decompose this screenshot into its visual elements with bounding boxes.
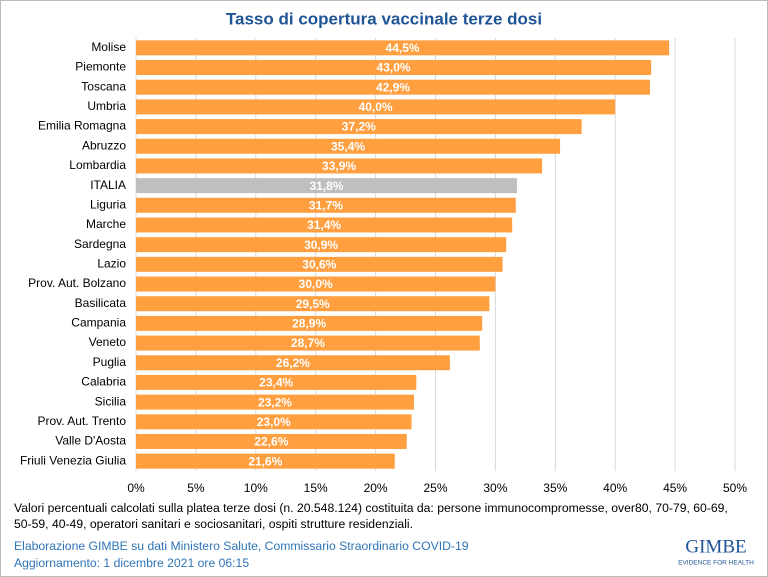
bar [136,178,517,194]
plot: 0% 5% 10% 15% 20% 25% 30% 35% 40% 45% 50% Molise 44,… [20,38,747,495]
x-tick-label: 10% [244,481,268,495]
x-tick-label: 15% [304,481,328,495]
bar [136,453,395,469]
value-label: 30,6% [302,258,336,272]
y-tick-label: Molise [91,40,126,54]
bar [136,119,582,135]
y-tick-label: Toscana [81,79,126,93]
y-tick-label: Piemonte [75,60,126,74]
value-label: 21,6% [248,454,282,468]
value-label: 28,9% [292,317,326,331]
value-label: 35,4% [331,139,365,153]
value-label: 31,7% [309,198,343,212]
y-tick-label: Calabria [81,375,126,389]
bar [136,256,503,272]
chart-title: Tasso di copertura vaccinale terze dosi [226,9,542,28]
bar [136,355,450,371]
value-label: 44,5% [386,41,420,55]
bar [136,237,507,253]
value-label: 26,2% [276,356,310,370]
y-tick-label: Puglia [93,355,127,369]
x-tick-label: 5% [187,481,205,495]
bar [136,296,490,312]
y-tick-label: Prov. Aut. Bolzano [28,276,126,290]
y-tick-label: Umbria [87,99,126,113]
source: Elaborazione GIMBE su dati Ministero Sal… [14,539,469,553]
y-tick-label: ITALIA [90,178,126,192]
updated: Aggiornamento: 1 dicembre 2021 ore 06:15 [14,556,250,570]
y-tick-label: Liguria [90,197,126,211]
x-tick-label: 20% [364,481,388,495]
value-label: 23,0% [257,415,291,429]
value-label: 43,0% [377,61,411,75]
bar [136,158,543,174]
x-tick-label: 0% [127,481,145,495]
value-label: 33,9% [322,159,356,173]
x-tick-label: 45% [663,481,687,495]
value-label: 22,6% [254,435,288,449]
y-tick-label: Veneto [89,335,127,349]
description: Valori percentuali calcolati sulla plate… [14,501,728,531]
value-label: 37,2% [342,120,376,134]
bar [136,40,670,56]
x-tick-label: 30% [483,481,507,495]
bar [136,394,414,410]
bar [136,315,483,331]
x-tick-label: 50% [723,481,747,495]
bar [136,374,417,390]
value-label: 42,9% [376,80,410,94]
y-tick-label: Abruzzo [82,138,126,152]
logo-tagline: EVIDENCE FOR HEALTH [678,560,754,567]
value-label: 28,7% [291,336,325,350]
value-label: 31,8% [309,179,343,193]
x-tick-label: 35% [543,481,567,495]
value-label: 23,2% [258,395,292,409]
bar [136,79,650,95]
y-tick-label: Lazio [97,257,126,271]
bar [136,217,513,233]
value-label: 30,9% [304,238,338,252]
value-label: 29,5% [296,297,330,311]
bar [136,99,616,115]
value-label: 30,0% [299,277,333,291]
logo-name: GIMBE [685,536,746,557]
bar [136,335,480,351]
y-tick-label: Marche [86,217,126,231]
x-tick-label: 40% [603,481,627,495]
y-tick-label: Prov. Aut. Trento [38,414,127,428]
y-tick-label: Lombardia [69,158,126,172]
bar [136,414,412,430]
bar [136,433,407,449]
y-tick-label: Sicilia [95,394,127,408]
value-label: 23,4% [259,376,293,390]
bar [136,276,496,292]
y-tick-label: Campania [71,316,126,330]
y-tick-label: Basilicata [75,296,127,310]
y-tick-label: Friuli Venezia Giulia [20,453,126,467]
bar [136,138,561,154]
value-label: 31,4% [307,218,341,232]
y-tick-label: Emilia Romagna [38,119,126,133]
y-tick-label: Valle D'Aosta [55,434,126,448]
bar [136,60,652,76]
value-label: 40,0% [359,100,393,114]
x-tick-label: 25% [423,481,447,495]
y-tick-label: Sardegna [74,237,126,251]
bar [136,197,516,213]
